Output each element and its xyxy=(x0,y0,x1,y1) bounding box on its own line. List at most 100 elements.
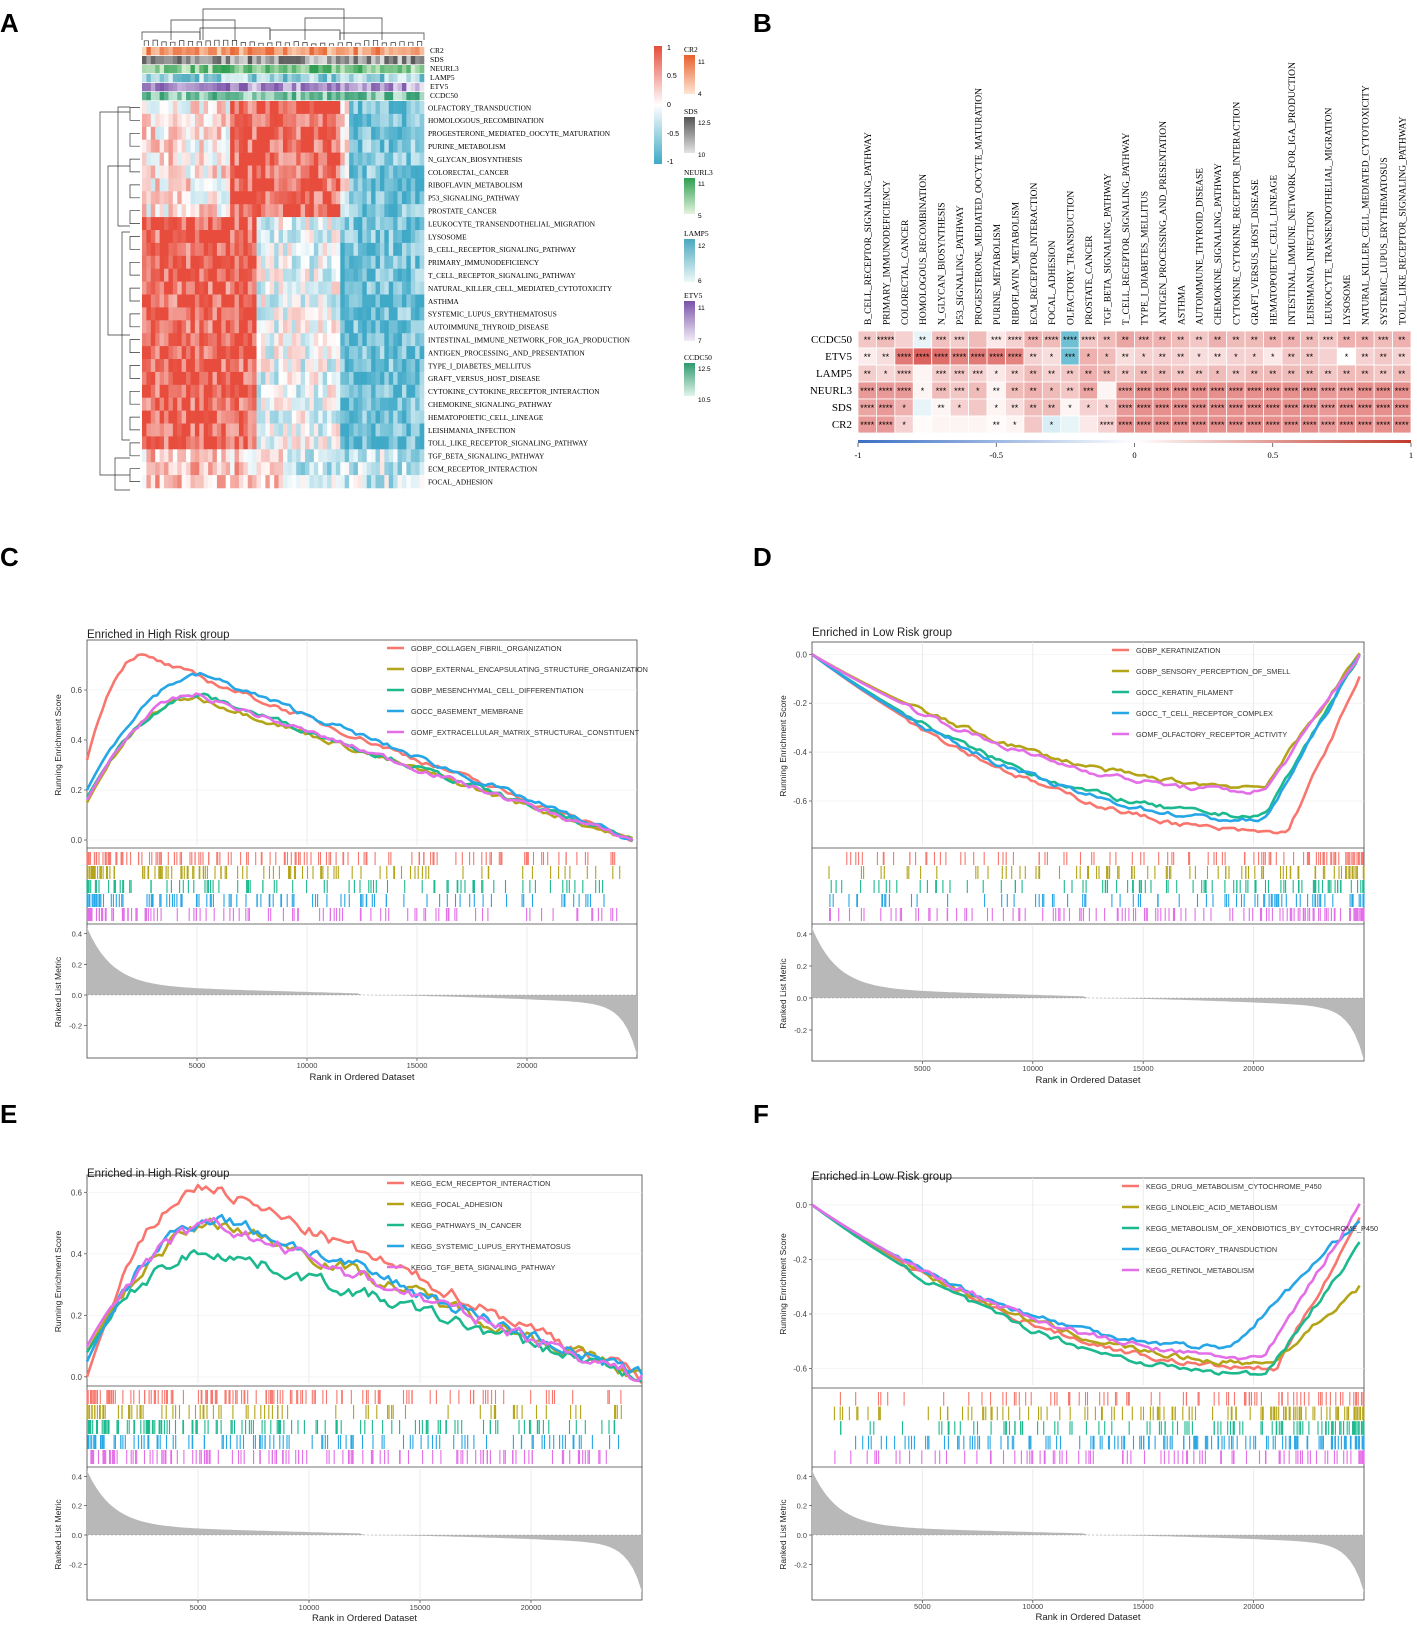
plot-title: Enriched in Low Risk group xyxy=(812,1171,952,1183)
annotation-cell xyxy=(287,65,293,74)
heatmap-cell xyxy=(300,255,306,269)
heatmap-cell xyxy=(362,294,368,308)
heatmap-cell xyxy=(203,333,209,347)
heatmap-cell xyxy=(318,165,323,179)
y-tick-label: 0.4 xyxy=(71,736,83,745)
heatmap-cell xyxy=(155,307,160,321)
heatmap-cell xyxy=(322,165,328,179)
annotation-cell xyxy=(146,65,152,74)
heatmap-cell xyxy=(168,268,174,282)
heatmap-cell xyxy=(208,294,213,308)
heatmap-cell xyxy=(335,359,341,373)
heatmap-cell xyxy=(340,346,345,360)
heatmap-cell xyxy=(216,397,222,411)
heatmap-cell xyxy=(146,436,152,450)
heatmap-cell xyxy=(203,204,209,218)
pathway-label: FOCAL_ADHESION xyxy=(1048,240,1058,325)
heatmap-cell xyxy=(283,384,288,398)
heatmap-cell xyxy=(212,307,218,321)
heatmap-cell xyxy=(362,139,368,153)
heatmap-cell xyxy=(371,230,376,244)
heatmap-cell xyxy=(238,126,244,140)
heatmap-cell xyxy=(225,359,231,373)
significance-stars: ** xyxy=(1177,369,1185,379)
heatmap-cell xyxy=(230,165,235,179)
heatmap-cell xyxy=(384,371,390,386)
heatmap-cell xyxy=(335,204,341,218)
heatmap-cell xyxy=(327,204,332,218)
heatmap-cell xyxy=(155,281,160,295)
heatmap-cell xyxy=(243,397,249,411)
heatmap-cell xyxy=(269,191,275,205)
heatmap-cell xyxy=(177,152,182,166)
legend-label: GOMF_EXTRACELLULAR_MATRIX_STRUCTURAL_CON… xyxy=(411,728,640,737)
dendrogram-branch xyxy=(129,313,140,328)
heatmap-cell xyxy=(357,359,363,373)
heatmap-cell xyxy=(256,475,262,489)
heatmap-cell xyxy=(199,371,204,386)
heatmap-cell xyxy=(181,242,187,257)
heatmap-cell xyxy=(397,475,403,489)
heatmap-cell xyxy=(410,384,416,398)
heatmap-cell xyxy=(327,217,332,231)
y-tick-label: -0.4 xyxy=(793,748,807,757)
annotation-cell xyxy=(379,92,385,101)
heatmap-cell xyxy=(331,449,337,463)
annotation-cell xyxy=(186,56,191,65)
significance-stars: **** xyxy=(860,386,875,396)
heatmap-cell xyxy=(278,359,284,373)
heatmap-cell xyxy=(190,281,196,295)
heatmap-cell xyxy=(397,268,403,282)
heatmap-cell xyxy=(318,475,323,489)
heatmap-cell xyxy=(379,191,385,205)
heatmap-cell xyxy=(155,230,160,244)
annotation-cell xyxy=(172,65,178,74)
heatmap-cell xyxy=(260,126,266,140)
heatmap-cell xyxy=(401,204,407,218)
heatmap-cell xyxy=(287,217,293,231)
heatmap-cell xyxy=(401,307,407,321)
heatmap-cell xyxy=(177,126,182,140)
heatmap-cell xyxy=(260,204,266,218)
heatmap-cell xyxy=(419,449,425,463)
dendrogram-branch xyxy=(399,41,405,46)
heatmap-cell xyxy=(331,230,337,244)
annotation-cell xyxy=(406,47,412,56)
heatmap-cell xyxy=(216,410,222,424)
heatmap-cell xyxy=(415,126,420,140)
heatmap-cell xyxy=(318,101,323,115)
annotation-cell xyxy=(194,65,200,74)
heatmap-cell xyxy=(146,268,152,282)
panel-letter-c: C xyxy=(0,542,19,572)
heatmap-cell xyxy=(340,178,345,192)
legend-label: GOCC_T_CELL_RECEPTOR_COMPLEX xyxy=(1136,709,1273,718)
annotation-cell xyxy=(331,74,337,83)
heatmap-cell xyxy=(335,281,341,295)
heatmap-cell xyxy=(269,436,275,450)
heatmap-cell xyxy=(331,462,337,476)
heatmap-cell xyxy=(238,449,244,463)
heatmap-cell xyxy=(260,217,266,231)
heatmap-cell xyxy=(203,101,209,115)
heatmap-cell xyxy=(190,410,196,424)
pathway-label: CHEMOKINE_SIGNALING_PATHWAY xyxy=(1214,163,1224,325)
heatmap-cell xyxy=(208,191,213,205)
heatmap-cell xyxy=(203,139,209,153)
heatmap-cell xyxy=(164,462,169,476)
heatmap-cell xyxy=(410,410,416,424)
heatmap-cell xyxy=(221,178,227,192)
row-dendrogram xyxy=(99,106,140,491)
heatmap-cell xyxy=(181,475,187,489)
heatmap-cell xyxy=(300,371,306,386)
heatmap-cell xyxy=(406,178,412,192)
heatmap-cell xyxy=(371,101,376,115)
heatmap-cell xyxy=(256,307,262,321)
annotation-cell xyxy=(238,92,244,101)
heatmap-cell xyxy=(221,359,227,373)
annotation-cell xyxy=(150,47,156,56)
heatmap-cell xyxy=(291,462,297,476)
heatmap-cell xyxy=(212,217,218,231)
heatmap-cell xyxy=(344,410,350,424)
heatmap-cell xyxy=(172,333,178,347)
